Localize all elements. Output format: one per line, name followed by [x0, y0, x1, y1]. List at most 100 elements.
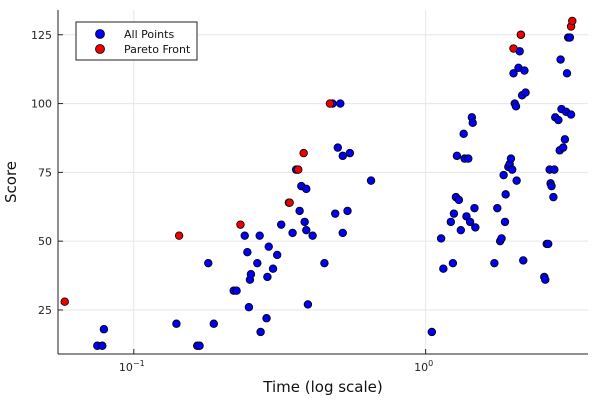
- data-point: [195, 341, 204, 350]
- data-point: [459, 129, 468, 139]
- data-point: [338, 228, 347, 238]
- x-axis-ticks: 10−1 100: [119, 349, 433, 374]
- x-tick-base: 10: [414, 361, 428, 374]
- data-point: [449, 209, 459, 218]
- data-point: [560, 135, 570, 144]
- y-axis-ticks: 25 50 75 100 125: [31, 29, 63, 317]
- data-point: [295, 206, 304, 216]
- data-point: [456, 225, 466, 235]
- data-point: [60, 297, 69, 306]
- data-point: [566, 110, 576, 119]
- data-point: [468, 118, 477, 128]
- data-point: [294, 165, 303, 174]
- legend-label: Pareto Front: [124, 43, 191, 56]
- data-point: [454, 195, 464, 205]
- legend-marker: [95, 29, 105, 39]
- y-tick-label: 50: [38, 235, 52, 248]
- x-tick-exponent: −1: [133, 359, 145, 368]
- data-point: [558, 143, 568, 152]
- data-point: [243, 247, 252, 257]
- data-point: [501, 190, 510, 199]
- data-point: [471, 223, 480, 232]
- data-point: [509, 69, 518, 78]
- data-point: [436, 234, 446, 243]
- data-point: [452, 151, 462, 161]
- data-point: [209, 319, 218, 328]
- data-points: [60, 16, 577, 350]
- data-point: [264, 242, 273, 251]
- data-point: [288, 228, 297, 238]
- y-tick-label: 100: [31, 98, 52, 111]
- data-point: [565, 33, 575, 42]
- y-tick-label: 25: [38, 304, 52, 317]
- data-point: [446, 217, 456, 227]
- data-point: [562, 69, 572, 78]
- data-point: [285, 198, 294, 207]
- legend-marker: [95, 44, 105, 54]
- data-point: [174, 231, 184, 240]
- data-point: [448, 258, 458, 268]
- x-tick-label: 100: [414, 359, 433, 374]
- legend: All Points Pareto Front: [75, 21, 198, 61]
- data-point: [366, 176, 376, 185]
- data-point: [299, 148, 308, 158]
- data-point: [302, 184, 311, 194]
- data-point: [345, 148, 355, 158]
- data-point: [253, 258, 262, 268]
- data-point: [303, 300, 313, 309]
- data-point: [333, 143, 342, 152]
- data-point: [308, 231, 317, 240]
- data-point: [519, 256, 528, 265]
- legend-label: All Points: [124, 28, 174, 41]
- grid: [58, 10, 588, 354]
- data-point: [232, 286, 241, 295]
- data-point: [544, 239, 553, 249]
- data-point: [246, 269, 256, 279]
- data-point: [506, 154, 516, 163]
- data-point: [490, 258, 499, 268]
- data-point: [302, 225, 311, 235]
- data-point: [550, 165, 559, 174]
- data-point: [554, 115, 563, 125]
- data-point: [99, 325, 109, 334]
- data-point: [172, 319, 181, 328]
- data-point: [470, 203, 479, 213]
- data-point: [325, 99, 335, 108]
- x-axis-title: Time (log scale): [262, 378, 382, 396]
- data-point: [336, 99, 345, 108]
- data-point: [320, 258, 329, 268]
- legend-box: [75, 21, 198, 61]
- data-point: [204, 258, 213, 268]
- data-point: [549, 192, 558, 202]
- data-point: [338, 151, 347, 161]
- data-point: [272, 250, 282, 260]
- data-point: [439, 264, 448, 273]
- data-point: [236, 220, 245, 229]
- data-point: [255, 231, 264, 240]
- data-point: [556, 55, 565, 64]
- data-point: [262, 314, 271, 323]
- x-tick-base: 10: [119, 361, 133, 374]
- data-point: [300, 217, 309, 227]
- data-point: [244, 303, 254, 312]
- data-point: [331, 209, 340, 218]
- data-point: [493, 203, 502, 213]
- data-point: [464, 154, 473, 163]
- y-axis-title: Score: [2, 161, 20, 203]
- data-point: [521, 88, 530, 97]
- data-point: [256, 327, 265, 337]
- data-point: [98, 341, 107, 350]
- data-point: [263, 272, 272, 282]
- data-point: [343, 206, 352, 216]
- data-point: [240, 231, 249, 240]
- plot-frame: [57, 10, 588, 355]
- data-point: [511, 102, 521, 111]
- data-point: [508, 165, 517, 174]
- data-point: [268, 264, 278, 273]
- x-tick-exponent: 0: [428, 359, 433, 368]
- data-point: [568, 16, 577, 26]
- data-point: [547, 181, 556, 191]
- data-point: [499, 170, 508, 180]
- y-tick-label: 125: [31, 29, 52, 42]
